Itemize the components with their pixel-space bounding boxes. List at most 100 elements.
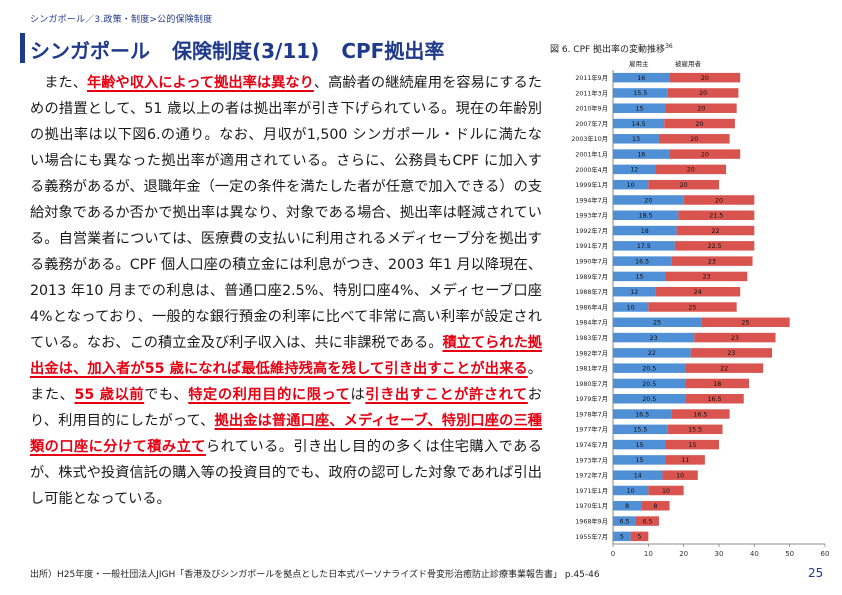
data-label-employee: 6.5 bbox=[642, 518, 652, 525]
body-segment: でも、 bbox=[144, 387, 189, 403]
x-tick-label: 40 bbox=[750, 550, 759, 558]
bar-employee bbox=[669, 72, 741, 83]
category-label: 2007年7月 bbox=[575, 119, 608, 128]
data-label-employer: 20 bbox=[644, 197, 652, 204]
category-label: 2001年1月 bbox=[575, 149, 608, 158]
body-text: また、年齢や収入によって拠出率は異なり、高齢者の継続雇用を容易にするための措置と… bbox=[30, 70, 542, 512]
data-label-employee: 20 bbox=[701, 75, 709, 82]
bar-employee bbox=[667, 88, 739, 98]
data-label-employee: 20 bbox=[699, 90, 707, 97]
title-topic: 保険制度(3/11) bbox=[172, 39, 320, 63]
data-label-employer: 20.5 bbox=[642, 381, 656, 388]
data-label-employee: 23 bbox=[708, 258, 716, 265]
data-label-employee: 16.5 bbox=[693, 411, 707, 418]
data-label-employee: 22 bbox=[720, 365, 728, 372]
bar-employer bbox=[613, 378, 686, 389]
bar-employee bbox=[669, 149, 741, 159]
data-label-employee: 11 bbox=[681, 457, 689, 464]
data-label-employee: 25 bbox=[688, 304, 696, 311]
body-segment: おり、利用目的にしたがって、 bbox=[30, 387, 542, 429]
body-highlight: 引き出すことが許されて bbox=[365, 387, 528, 403]
data-label-employee: 24 bbox=[694, 289, 702, 296]
category-label: 1999年1月 bbox=[575, 180, 608, 189]
body-segment: また、 bbox=[44, 75, 87, 91]
bar-employee bbox=[658, 134, 730, 144]
bar-employer bbox=[613, 485, 649, 496]
bar-employee bbox=[676, 225, 755, 236]
data-label-employer: 15.5 bbox=[633, 90, 647, 97]
data-label-employee: 25 bbox=[741, 320, 749, 327]
bar-employee bbox=[655, 286, 741, 297]
data-label-employer: 22 bbox=[648, 350, 656, 357]
category-label: 1983年7月 bbox=[575, 333, 608, 342]
bar-employee bbox=[683, 195, 755, 205]
data-label-employer: 20.5 bbox=[642, 396, 656, 403]
category-label: 1972年7月 bbox=[575, 471, 608, 480]
bar-employer bbox=[613, 470, 663, 480]
data-label-employee: 22.5 bbox=[708, 243, 722, 250]
bar-employer bbox=[613, 241, 675, 251]
data-label-employee: 20 bbox=[696, 121, 704, 128]
category-label: 1977年7月 bbox=[575, 425, 608, 434]
x-tick-label: 0 bbox=[611, 550, 615, 558]
chart-title-footnote: 36 bbox=[665, 43, 673, 50]
bar-employer bbox=[613, 210, 679, 220]
bar-employee bbox=[648, 485, 684, 496]
data-label-employer: 10 bbox=[627, 304, 635, 311]
category-label: 1994年7月 bbox=[575, 195, 608, 204]
bar-employer bbox=[613, 424, 668, 435]
bar-employer bbox=[613, 516, 636, 526]
bar-employer bbox=[613, 256, 672, 266]
data-label-employee: 23 bbox=[727, 350, 735, 357]
bar-employer bbox=[613, 103, 666, 113]
category-label: 2011年3月 bbox=[575, 88, 608, 97]
bar-employee bbox=[655, 164, 727, 175]
data-label-employee: 23 bbox=[703, 274, 711, 281]
breadcrumb: シンガポール／3.政策・制度>公的保険制度 bbox=[30, 15, 213, 25]
data-label-employer: 15 bbox=[635, 457, 643, 464]
body-highlight: 55 歳以前 bbox=[74, 387, 145, 403]
data-label-employer: 16.5 bbox=[635, 411, 649, 418]
data-label-employee: 5 bbox=[637, 534, 641, 541]
category-label: 2010年9月 bbox=[575, 104, 608, 113]
category-label: 1973年7月 bbox=[575, 455, 608, 464]
data-label-employer: 12 bbox=[630, 167, 638, 174]
category-label: 1986年4月 bbox=[575, 302, 608, 311]
data-label-employer: 8 bbox=[625, 503, 629, 510]
bar-employer bbox=[613, 409, 672, 419]
bar-employee bbox=[671, 409, 730, 419]
bar-employer bbox=[613, 134, 659, 144]
data-label-employee: 21.5 bbox=[709, 213, 723, 220]
x-tick-label: 60 bbox=[821, 550, 830, 558]
data-label-employer: 23 bbox=[650, 335, 658, 342]
data-label-employer: 18 bbox=[641, 228, 649, 235]
bar-employee bbox=[635, 516, 659, 526]
title-country: シンガポール bbox=[30, 39, 150, 63]
data-label-employer: 5 bbox=[620, 534, 624, 541]
bar-employee bbox=[678, 210, 755, 220]
data-label-employer: 16 bbox=[637, 151, 645, 158]
bar-employer bbox=[613, 88, 668, 98]
data-label-employee: 10 bbox=[662, 488, 670, 495]
category-label: 1993年7月 bbox=[575, 211, 608, 220]
data-label-employee: 16.5 bbox=[708, 396, 722, 403]
data-label-employee: 20 bbox=[680, 182, 688, 189]
category-label: 1955年7月 bbox=[575, 532, 608, 541]
bar-employer bbox=[613, 271, 666, 282]
x-tick-label: 20 bbox=[679, 550, 688, 558]
bar-employee bbox=[666, 455, 705, 465]
data-label-employer: 20.5 bbox=[642, 365, 656, 372]
data-label-employee: 20 bbox=[690, 136, 698, 143]
body-highlight: 特定の利用目的に限って bbox=[188, 387, 351, 403]
source-note: 出所）H25年度・一般社団法人JIGH「香港及びシンガポールを拠点とした日本式パ… bbox=[30, 570, 600, 580]
category-label: 1968年9月 bbox=[575, 516, 608, 525]
x-tick-label: 30 bbox=[715, 550, 724, 558]
bar-employee bbox=[701, 317, 790, 328]
bar-employee bbox=[664, 118, 735, 129]
bar-employee bbox=[667, 424, 723, 435]
data-label-employer: 15 bbox=[635, 442, 643, 449]
bar-employee bbox=[685, 363, 764, 373]
bar-employee bbox=[648, 179, 719, 190]
category-label: 1974年7月 bbox=[575, 440, 608, 449]
bar-employer bbox=[613, 348, 691, 358]
